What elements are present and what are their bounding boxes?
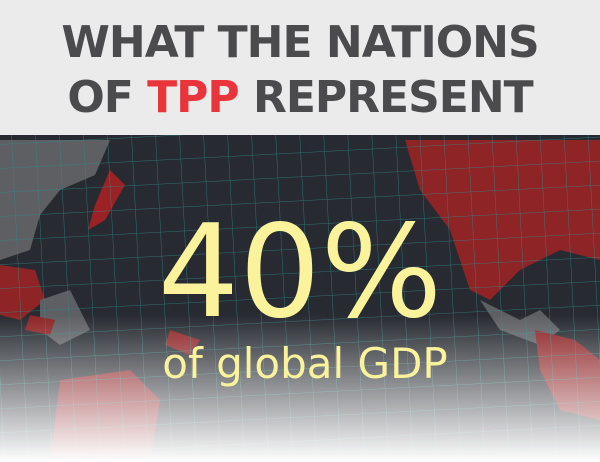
title-line: WHAT THE NATIONS	[61, 17, 538, 68]
map-background	[0, 135, 600, 462]
title-text: OF	[67, 72, 132, 123]
header-band	[0, 0, 600, 135]
stat-caption: of global GDP	[162, 339, 448, 388]
title-text: REPRESENT	[253, 72, 534, 123]
stat-value: 40%	[158, 198, 443, 347]
title-highlight: TPP	[147, 72, 239, 123]
title-line: OF TPP REPRESENT	[67, 72, 533, 123]
